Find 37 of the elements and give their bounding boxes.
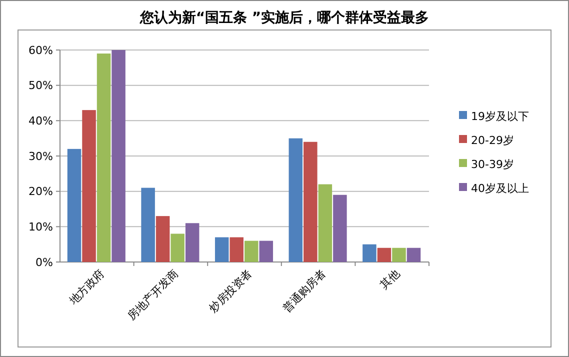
y-tick-label: 60% <box>28 44 53 57</box>
bar <box>185 223 200 262</box>
bar <box>406 248 421 262</box>
x-tick-label: 其他 <box>377 266 402 292</box>
bar <box>112 50 126 262</box>
y-tick-label: 10% <box>28 220 53 234</box>
chart-title: 您认为新“国五条 ”实施后，哪个群体受益最多 <box>138 9 430 26</box>
bar <box>244 240 258 262</box>
bar <box>288 138 303 262</box>
y-tick-label: 0% <box>36 256 53 269</box>
bar <box>156 216 170 262</box>
bar <box>170 234 184 262</box>
bar <box>67 148 82 262</box>
x-tick-label: 普通购房者 <box>280 266 328 316</box>
y-tick-label: 40% <box>28 114 53 128</box>
bar <box>304 142 318 262</box>
bar <box>230 237 244 262</box>
x-tick-label: 地方政府 <box>66 266 108 308</box>
bar <box>214 237 229 262</box>
legend-label: 30-39岁 <box>471 158 514 171</box>
legend-label: 40岁及以上 <box>471 182 529 195</box>
bar <box>392 248 406 262</box>
bar <box>259 240 274 262</box>
bar <box>96 54 111 262</box>
x-tick-label: 炒房投资者 <box>206 266 255 316</box>
bar <box>318 184 332 262</box>
y-tick-label: 50% <box>28 79 53 92</box>
legend-label: 20-29岁 <box>471 134 514 147</box>
bar <box>362 244 376 262</box>
bar <box>82 110 96 262</box>
y-tick-label: 30% <box>28 150 53 163</box>
legend-label: 19岁及以下 <box>471 110 529 123</box>
x-tick-label: 房地产开发商 <box>124 266 181 323</box>
y-tick-label: 20% <box>28 185 53 198</box>
bar <box>333 194 347 262</box>
bar <box>377 248 392 262</box>
bar <box>141 188 155 262</box>
